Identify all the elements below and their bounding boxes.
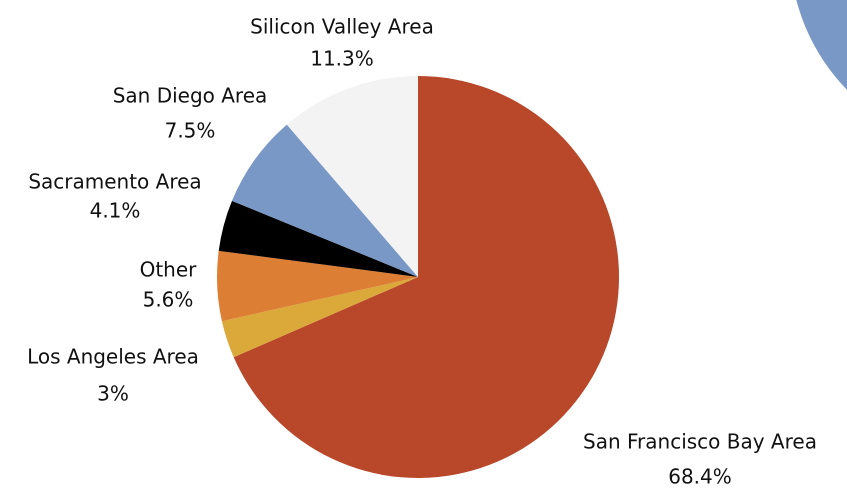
slice-label: Los Angeles Area xyxy=(27,345,199,369)
pie-slice xyxy=(221,277,418,358)
slice-label: Sacramento Area xyxy=(28,170,201,194)
slice-value-label: 11.3% xyxy=(310,47,374,71)
pie-slice xyxy=(233,76,620,479)
slice-label: Other xyxy=(140,258,198,282)
slice-value-label: 68.4% xyxy=(668,465,732,489)
pie-slice xyxy=(286,76,418,277)
pie-slice xyxy=(218,200,418,277)
slice-label: San Diego Area xyxy=(113,84,268,108)
pie-slice xyxy=(231,124,418,277)
slice-label: Silicon Valley Area xyxy=(250,15,434,39)
slice-value-label: 5.6% xyxy=(143,288,194,312)
pie xyxy=(217,76,620,479)
pie-slice xyxy=(217,250,418,322)
slice-value-label: 4.1% xyxy=(90,199,141,223)
slice-label: San Francisco Bay Area xyxy=(583,430,817,454)
decorative-circle xyxy=(796,0,847,90)
slice-value-label: 3% xyxy=(97,382,129,406)
labels: San Francisco Bay Area 68.4% Los Angeles A… xyxy=(27,15,817,489)
slice-value-label: 7.5% xyxy=(165,119,216,143)
